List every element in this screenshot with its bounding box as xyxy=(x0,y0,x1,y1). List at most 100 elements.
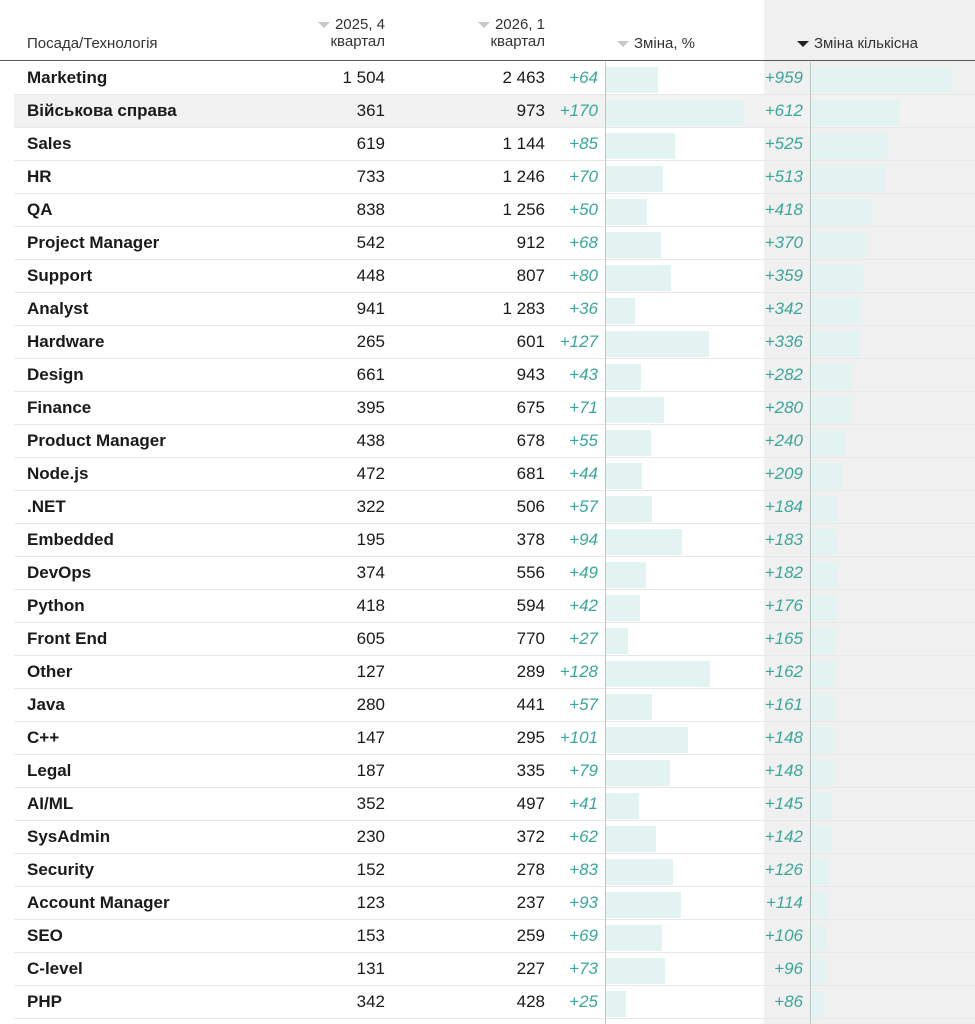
cell-q1-2026: 378 xyxy=(516,530,545,549)
column-header-q4-2025[interactable]: 2025, 4 квартал xyxy=(317,16,385,50)
cell-change-abs: +148 xyxy=(764,728,803,747)
table-row[interactable]: Project Manager 542 912 +68 +370 xyxy=(14,227,975,260)
cell-q4-2025: 542 xyxy=(356,233,385,252)
row-position-name: Hardware xyxy=(27,332,105,351)
table-row[interactable]: C-level 131 227 +73 +96 xyxy=(14,953,975,986)
cell-change-pct: +27 xyxy=(569,629,598,648)
cell-q4-2025: 941 xyxy=(356,299,385,318)
column-header-change-pct-label: Зміна, % xyxy=(634,35,696,52)
table-row[interactable]: Product Manager 438 678 +55 +240 xyxy=(14,425,975,458)
change-abs-bar xyxy=(811,562,838,588)
sort-active-triangle-icon xyxy=(797,41,809,48)
cell-q4-2025: 187 xyxy=(356,761,385,780)
cell-change-abs: +142 xyxy=(764,827,803,846)
table-row[interactable]: C++ 147 295 +101 +148 xyxy=(14,722,975,755)
table-row[interactable]: HR 733 1 246 +70 +513 xyxy=(14,161,975,194)
cell-change-abs: +342 xyxy=(764,299,803,318)
cell-change-abs: +525 xyxy=(764,134,803,153)
change-pct-bar xyxy=(606,925,662,951)
column-header-change-abs[interactable]: Зміна кількісна xyxy=(797,35,918,52)
table-row[interactable]: Other 127 289 +128 +162 xyxy=(14,656,975,689)
table-row[interactable]: Embedded 195 378 +94 +183 xyxy=(14,524,975,557)
column-header-change-abs-label: Зміна кількісна xyxy=(814,35,918,52)
table-row[interactable]: SEO 153 259 +69 +106 xyxy=(14,920,975,953)
cell-change-pct: +50 xyxy=(569,200,598,219)
table-row[interactable]: Analyst 941 1 283 +36 +342 xyxy=(14,293,975,326)
table-row[interactable]: Військова справа 361 973 +170 +612 xyxy=(14,95,975,128)
table-row[interactable]: Marketing 1 504 2 463 +64 +959 xyxy=(14,62,975,95)
cell-change-pct: +170 xyxy=(559,101,598,120)
cell-change-pct: +42 xyxy=(569,596,598,615)
cell-change-abs: +182 xyxy=(764,563,803,582)
row-position-name: SEO xyxy=(27,926,63,945)
table-row[interactable]: AI/ML 352 497 +41 +145 xyxy=(14,788,975,821)
cell-q1-2026: 1 144 xyxy=(502,134,545,153)
table-row[interactable]: Sales 619 1 144 +85 +525 xyxy=(14,128,975,161)
table-row[interactable]: Finance 395 675 +71 +280 xyxy=(14,392,975,425)
cell-change-abs: +114 xyxy=(765,893,803,912)
sort-triangle-icon xyxy=(477,22,490,29)
change-pct-bar xyxy=(606,892,681,918)
cell-change-pct: +85 xyxy=(569,134,598,153)
change-pct-bar xyxy=(606,100,744,126)
sort-triangle-icon xyxy=(317,22,330,29)
column-header-position[interactable]: Посада/Технологія xyxy=(27,35,158,52)
table-row[interactable]: Design 661 943 +43 +282 xyxy=(14,359,975,392)
row-position-name: Військова справа xyxy=(27,101,177,120)
table-row[interactable]: Java 280 441 +57 +161 xyxy=(14,689,975,722)
cell-q1-2026: 289 xyxy=(516,662,545,681)
change-abs-bar xyxy=(811,430,846,456)
change-pct-bar xyxy=(606,199,647,225)
table-row[interactable]: Legal 187 335 +79 +148 xyxy=(14,755,975,788)
cell-q4-2025: 123 xyxy=(356,893,385,912)
change-abs-bar xyxy=(811,760,833,786)
cell-change-abs: +282 xyxy=(764,365,803,384)
table-row[interactable]: Security 152 278 +83 +126 xyxy=(14,854,975,887)
cell-change-pct: +128 xyxy=(559,662,598,681)
cell-change-pct: +44 xyxy=(569,464,598,483)
table-row[interactable]: Node.js 472 681 +44 +209 xyxy=(14,458,975,491)
column-header-q1-2026[interactable]: 2026, 1 квартал xyxy=(477,16,545,50)
table-row[interactable]: Support 448 807 +80 +359 xyxy=(14,260,975,293)
table-row[interactable]: Account Manager 123 237 +93 +114 xyxy=(14,887,975,920)
change-pct-bar xyxy=(606,331,709,357)
change-abs-bar xyxy=(811,463,842,489)
cell-change-pct: +70 xyxy=(569,167,598,186)
row-position-name: Legal xyxy=(27,761,72,780)
row-position-name: AI/ML xyxy=(27,794,74,813)
table-row[interactable]: Python 418 594 +42 +176 xyxy=(14,590,975,623)
change-abs-bar xyxy=(811,991,824,1017)
cell-q4-2025: 265 xyxy=(356,332,385,351)
change-pct-bar xyxy=(606,430,651,456)
change-abs-bar xyxy=(811,100,900,126)
sort-triangle-icon xyxy=(617,41,629,48)
cell-q4-2025: 361 xyxy=(356,101,385,120)
change-abs-bar xyxy=(811,67,951,93)
cell-change-pct: +80 xyxy=(569,266,598,285)
table-row[interactable]: DevOps 374 556 +49 +182 xyxy=(14,557,975,590)
table-row[interactable]: Front End 605 770 +27 +165 xyxy=(14,623,975,656)
change-abs-bar xyxy=(811,661,835,687)
change-pct-bar xyxy=(606,595,640,621)
row-position-name: HR xyxy=(27,167,52,186)
cell-q4-2025: 152 xyxy=(356,860,385,879)
change-abs-axis-line xyxy=(810,62,811,1024)
table-row[interactable]: PHP 342 428 +25 +86 xyxy=(14,986,975,1019)
cell-change-abs: +165 xyxy=(764,629,803,648)
table-row[interactable]: .NET 322 506 +57 +184 xyxy=(14,491,975,524)
cell-change-abs: +145 xyxy=(764,794,803,813)
column-header-change-pct[interactable]: Зміна, % xyxy=(617,35,695,52)
cell-change-pct: +79 xyxy=(569,761,598,780)
cell-change-pct: +71 xyxy=(569,398,598,417)
table-row[interactable]: Hardware 265 601 +127 +336 xyxy=(14,326,975,359)
cell-change-abs: +183 xyxy=(764,530,803,549)
change-abs-bar xyxy=(811,628,835,654)
cell-q4-2025: 147 xyxy=(356,728,385,747)
cell-q1-2026: 1 256 xyxy=(502,200,545,219)
cell-q1-2026: 912 xyxy=(516,233,545,252)
change-pct-bar xyxy=(606,133,675,159)
row-position-name: Product Manager xyxy=(27,431,166,450)
change-pct-bar xyxy=(606,529,682,555)
table-row[interactable]: QA 838 1 256 +50 +418 xyxy=(14,194,975,227)
table-row[interactable]: SysAdmin 230 372 +62 +142 xyxy=(14,821,975,854)
